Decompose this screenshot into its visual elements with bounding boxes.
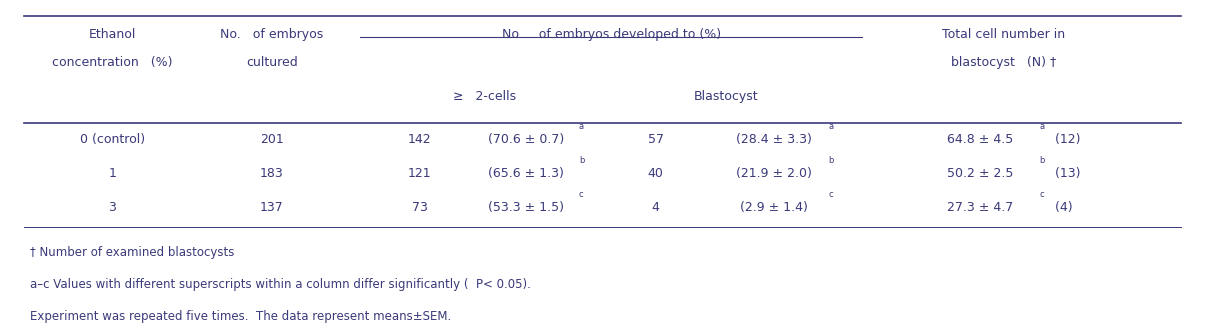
- Text: (13): (13): [1051, 167, 1081, 180]
- Text: Blastocyst: Blastocyst: [694, 89, 759, 103]
- Text: 201: 201: [260, 133, 283, 146]
- Text: concentration   (%): concentration (%): [52, 56, 172, 68]
- Text: a: a: [1040, 122, 1045, 131]
- Text: 142: 142: [407, 133, 431, 146]
- Text: (4): (4): [1051, 201, 1072, 214]
- Text: 40: 40: [648, 167, 664, 180]
- Text: (65.6 ± 1.3): (65.6 ± 1.3): [488, 167, 564, 180]
- Text: a: a: [828, 122, 833, 131]
- Text: 4: 4: [652, 201, 659, 214]
- Text: 1: 1: [108, 167, 117, 180]
- Text: b: b: [1040, 156, 1045, 165]
- Text: (28.4 ± 3.3): (28.4 ± 3.3): [736, 133, 812, 146]
- Text: No.   of embryos: No. of embryos: [221, 28, 323, 41]
- Text: c: c: [1040, 190, 1044, 199]
- Text: 57: 57: [647, 133, 664, 146]
- Text: 183: 183: [260, 167, 283, 180]
- Text: 3: 3: [108, 201, 117, 214]
- Text: 0 (control): 0 (control): [80, 133, 145, 146]
- Text: b: b: [828, 156, 834, 165]
- Text: (2.9 ± 1.4): (2.9 ± 1.4): [740, 201, 807, 214]
- Text: c: c: [578, 190, 583, 199]
- Text: Experiment was repeated five times.  The data represent means±SEM.: Experiment was repeated five times. The …: [30, 310, 451, 322]
- Text: a–c Values with different superscripts within a column differ significantly (  P: a–c Values with different superscripts w…: [30, 278, 530, 291]
- Text: a: a: [578, 122, 584, 131]
- Text: Total cell number in: Total cell number in: [942, 28, 1065, 41]
- Text: 27.3 ± 4.7: 27.3 ± 4.7: [947, 201, 1013, 214]
- Text: 50.2 ± 2.5: 50.2 ± 2.5: [947, 167, 1013, 180]
- Text: (70.6 ± 0.7): (70.6 ± 0.7): [488, 133, 564, 146]
- Text: (12): (12): [1051, 133, 1081, 146]
- Text: 64.8 ± 4.5: 64.8 ± 4.5: [947, 133, 1013, 146]
- Text: b: b: [578, 156, 584, 165]
- Text: c: c: [828, 190, 833, 199]
- Text: Ethanol: Ethanol: [89, 28, 136, 41]
- Text: 121: 121: [407, 167, 431, 180]
- Text: 137: 137: [260, 201, 283, 214]
- Text: † Number of examined blastocysts: † Number of examined blastocysts: [30, 246, 234, 259]
- Text: (21.9 ± 2.0): (21.9 ± 2.0): [736, 167, 812, 180]
- Text: ≥   2-cells: ≥ 2-cells: [453, 89, 516, 103]
- Text: (53.3 ± 1.5): (53.3 ± 1.5): [488, 201, 564, 214]
- Text: 73: 73: [412, 201, 428, 214]
- Text: No.    of embryos developed to (%): No. of embryos developed to (%): [501, 28, 721, 41]
- Text: blastocyst   (N) †: blastocyst (N) †: [951, 56, 1057, 68]
- Text: cultured: cultured: [246, 56, 298, 68]
